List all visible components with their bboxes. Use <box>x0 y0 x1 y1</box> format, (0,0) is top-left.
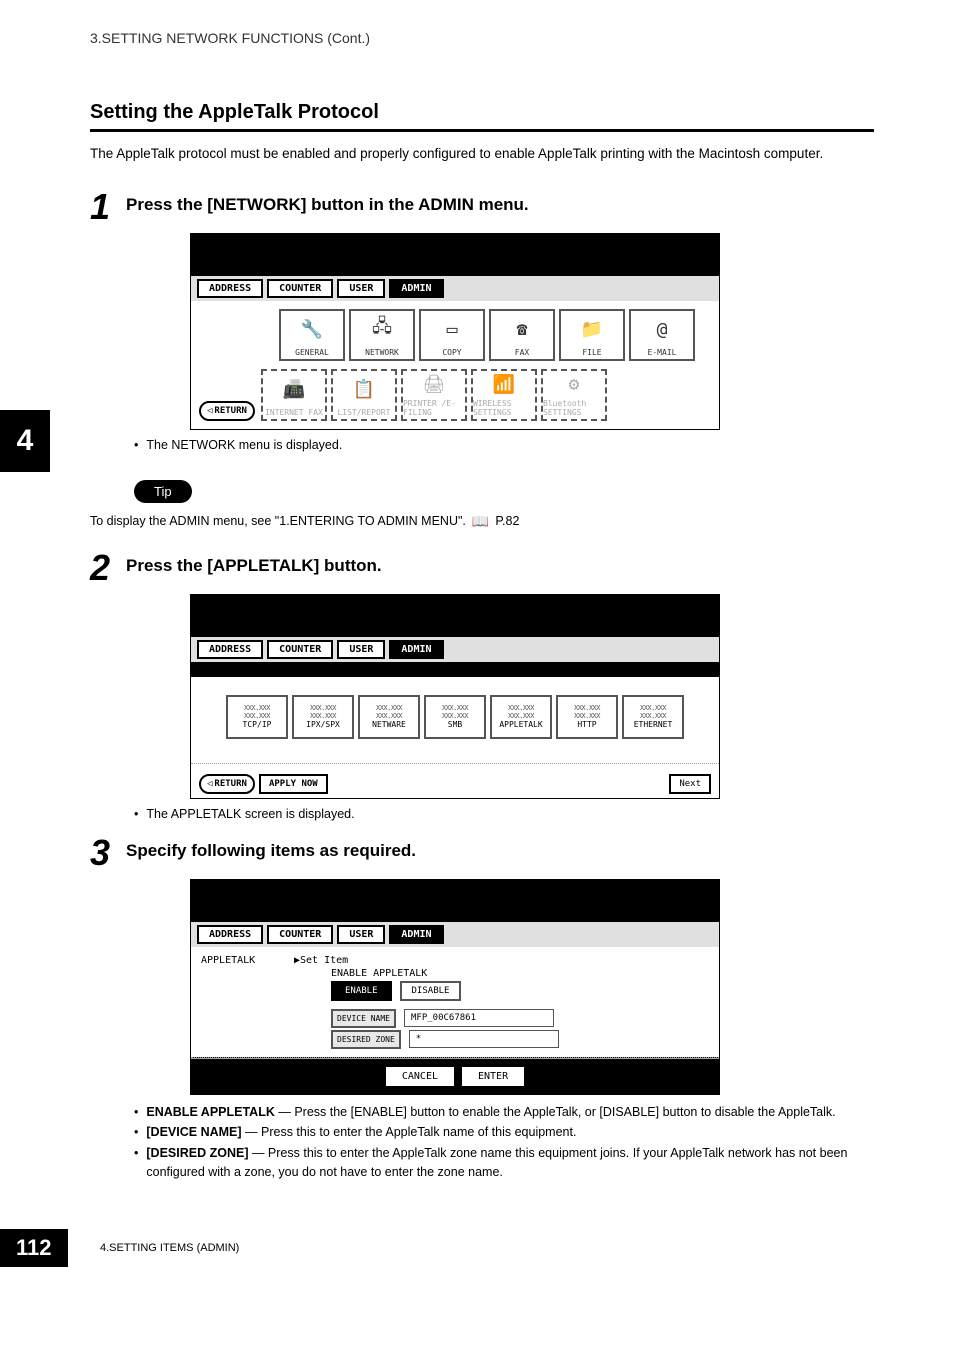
device-name-field[interactable]: MFP_00C67861 <box>404 1009 554 1027</box>
tab-counter[interactable]: COUNTER <box>267 640 333 659</box>
tip-label: Tip <box>134 480 192 503</box>
step-2-number: 2 <box>90 550 126 586</box>
file-icon: 📁 <box>581 311 603 348</box>
btn-ipxspx[interactable]: XXX.XXXXXX.XXXIPX/SPX <box>292 695 354 739</box>
tab-admin[interactable]: ADMIN <box>389 925 443 944</box>
return-arrow-icon: ◁ <box>207 406 212 416</box>
btn-email[interactable]: @E-MAIL <box>629 309 695 361</box>
step-3-title: Specify following items as required. <box>126 835 416 861</box>
btn-ethernet[interactable]: XXX.XXXXXX.XXXETHERNET <box>622 695 684 739</box>
step-1-number: 1 <box>90 189 126 225</box>
tab-address[interactable]: ADDRESS <box>197 640 263 659</box>
return-button[interactable]: ◁RETURN <box>199 774 255 794</box>
note-2: The APPLETALK screen is displayed. <box>146 807 354 821</box>
screenshot-appletalk-settings: ADDRESS COUNTER USER ADMIN APPLETALK ▶Se… <box>190 879 720 1095</box>
btn-tcpip[interactable]: XXX.XXXXXX.XXXTCP/IP <box>226 695 288 739</box>
desc-desired-zone: [DESIRED ZONE] — Press this to enter the… <box>146 1144 874 1182</box>
bullet: • <box>134 438 138 452</box>
footer-section: 4.SETTING ITEMS (ADMIN) <box>100 1242 239 1254</box>
device-name-label: DEVICE NAME <box>331 1009 396 1028</box>
tab-admin[interactable]: ADMIN <box>389 640 443 659</box>
section-title: Setting the AppleTalk Protocol <box>90 101 874 124</box>
screenshot-admin-menu: ADDRESS COUNTER USER ADMIN 🔧GENERAL 🖧NET… <box>190 233 720 430</box>
tab-user[interactable]: USER <box>337 640 385 659</box>
return-arrow-icon: ◁ <box>207 779 212 789</box>
fax-icon: ☎ <box>517 311 528 348</box>
btn-network[interactable]: 🖧NETWORK <box>349 309 415 361</box>
printer-icon: 🖨 <box>423 371 446 399</box>
next-button[interactable]: Next <box>669 774 711 794</box>
step-3-number: 3 <box>90 835 126 871</box>
desc-device-name: [DEVICE NAME] — Press this to enter the … <box>146 1123 576 1142</box>
tip-page-ref: P.82 <box>495 514 519 528</box>
step-1-title: Press the [NETWORK] button in the ADMIN … <box>126 189 529 215</box>
enter-button[interactable]: ENTER <box>460 1065 526 1088</box>
tip-text: To display the ADMIN menu, see "1.ENTERI… <box>90 514 466 528</box>
btn-internet-fax[interactable]: 📠INTERNET FAX <box>261 369 327 421</box>
step-2-title: Press the [APPLETALK] button. <box>126 550 382 576</box>
disable-button[interactable]: DISABLE <box>400 981 462 1001</box>
bullet: • <box>134 1123 138 1142</box>
btn-netware[interactable]: XXX.XXXXXX.XXXNETWARE <box>358 695 420 739</box>
enable-button[interactable]: ENABLE <box>331 981 392 1001</box>
return-button[interactable]: ◁RETURN <box>199 401 255 421</box>
btn-fax[interactable]: ☎FAX <box>489 309 555 361</box>
wireless-icon: 📶 <box>493 371 515 399</box>
general-icon: 🔧 <box>301 311 323 348</box>
ifax-icon: 📠 <box>283 371 305 408</box>
bullet: • <box>134 1103 138 1122</box>
note-1: The NETWORK menu is displayed. <box>146 438 342 452</box>
tab-user[interactable]: USER <box>337 925 385 944</box>
bluetooth-icon: ⚙ <box>569 371 580 399</box>
intro-paragraph: The AppleTalk protocol must be enabled a… <box>90 144 874 164</box>
tab-address[interactable]: ADDRESS <box>197 279 263 298</box>
screenshot-network-menu: ADDRESS COUNTER USER ADMIN NETWORK XXX.X… <box>190 594 720 799</box>
btn-wireless[interactable]: 📶WIRELESS SETTINGS <box>471 369 537 421</box>
tab-admin[interactable]: ADMIN <box>389 279 443 298</box>
set-item-label: ▶Set Item <box>294 955 348 966</box>
btn-file[interactable]: 📁FILE <box>559 309 625 361</box>
btn-list-report[interactable]: 📋LIST/REPORT <box>331 369 397 421</box>
btn-printer[interactable]: 🖨PRINTER /E-FILING <box>401 369 467 421</box>
desc-enable-appletalk: ENABLE APPLETALK — Press the [ENABLE] bu… <box>146 1103 835 1122</box>
tab-address[interactable]: ADDRESS <box>197 925 263 944</box>
page-number: 112 <box>0 1229 68 1267</box>
btn-bluetooth[interactable]: ⚙Bluetooth SETTINGS <box>541 369 607 421</box>
btn-copy[interactable]: ▭COPY <box>419 309 485 361</box>
network-breadcrumb: NETWORK <box>191 662 719 677</box>
btn-smb[interactable]: XXX.XXXXXX.XXXSMB <box>424 695 486 739</box>
appletalk-breadcrumb: APPLETALK <box>201 955 286 966</box>
tab-counter[interactable]: COUNTER <box>267 925 333 944</box>
btn-appletalk[interactable]: XXX.XXXXXX.XXXAPPLETALK <box>490 695 552 739</box>
btn-http[interactable]: XXX.XXXXXX.XXXHTTP <box>556 695 618 739</box>
bullet: • <box>134 1144 138 1182</box>
copy-icon: ▭ <box>447 311 458 348</box>
page-header: 3.SETTING NETWORK FUNCTIONS (Cont.) <box>90 30 874 46</box>
btn-general[interactable]: 🔧GENERAL <box>279 309 345 361</box>
desired-zone-label: DESIRED ZONE <box>331 1030 401 1049</box>
network-icon: 🖧 <box>372 311 392 348</box>
desired-zone-field[interactable]: * <box>409 1030 559 1048</box>
book-icon: 📖 <box>472 513 489 530</box>
tab-user[interactable]: USER <box>337 279 385 298</box>
apply-now-button[interactable]: APPLY NOW <box>259 774 328 794</box>
bullet: • <box>134 807 138 821</box>
tab-counter[interactable]: COUNTER <box>267 279 333 298</box>
list-icon: 📋 <box>353 371 375 408</box>
enable-appletalk-label: ENABLE APPLETALK <box>331 968 709 979</box>
cancel-button[interactable]: CANCEL <box>384 1065 456 1088</box>
email-icon: @ <box>657 311 668 348</box>
section-rule <box>90 129 874 132</box>
